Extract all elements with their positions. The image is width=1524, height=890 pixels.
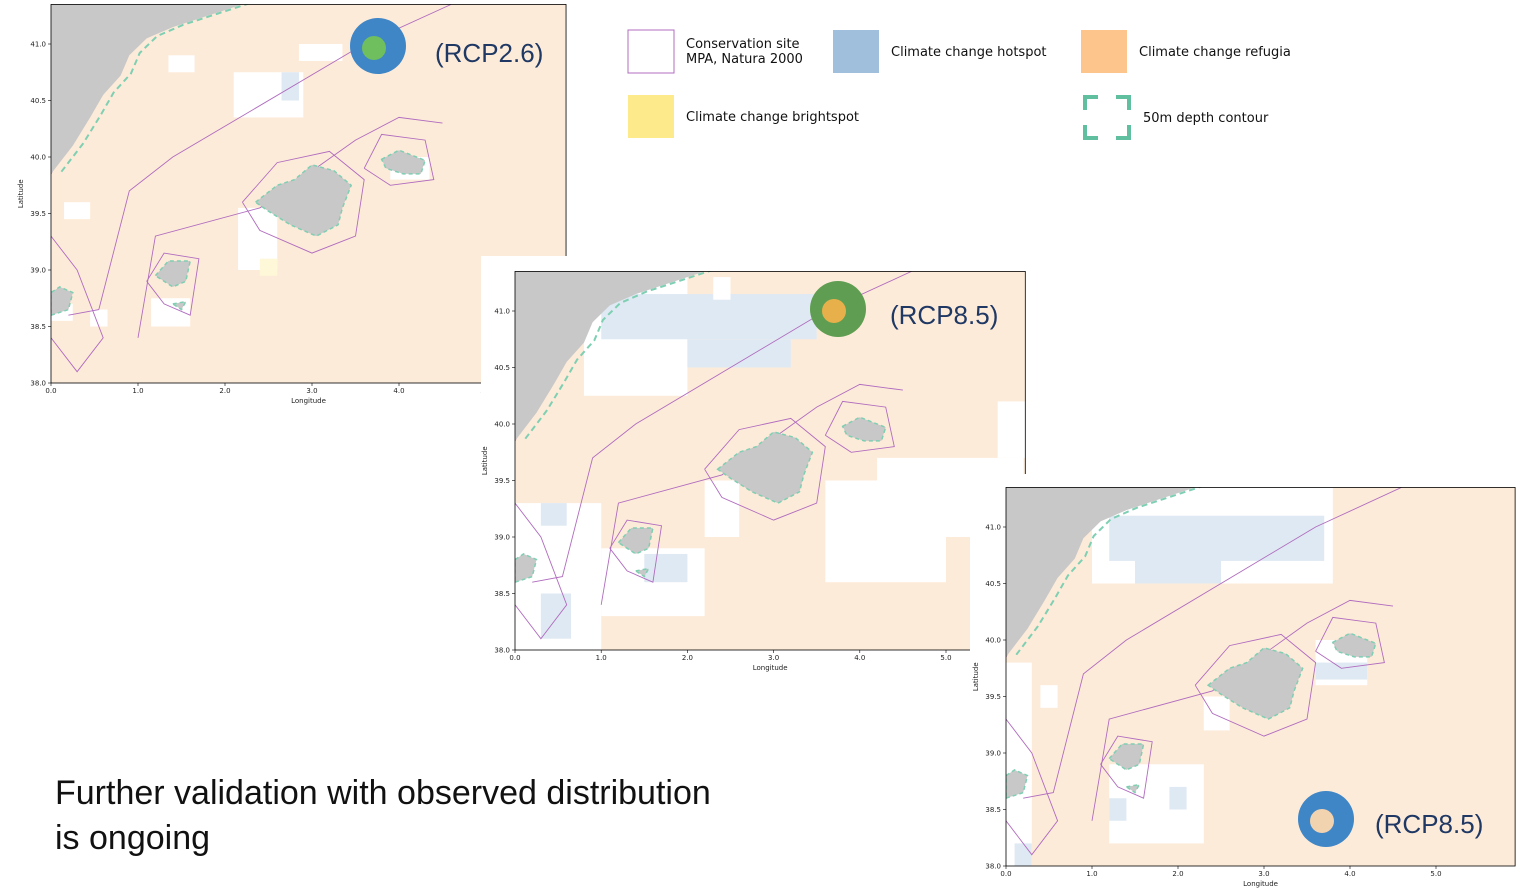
legend-label: Climate change refugia: [1139, 45, 1291, 60]
x-tick-label: 5.0: [940, 654, 951, 662]
y-tick-label: 39.5: [985, 693, 1001, 701]
x-tick-label: 3.0: [768, 654, 779, 662]
y-axis-label: Latitude: [17, 179, 25, 208]
y-tick-label: 40.5: [985, 580, 1001, 588]
y-axis-label: Latitude: [481, 446, 489, 475]
y-tick-label: 38.0: [30, 380, 46, 388]
x-tick-label: 4.0: [393, 387, 404, 395]
grid-cell: [1040, 685, 1057, 708]
y-tick-label: 39.0: [985, 750, 1001, 758]
x-tick-label: 1.0: [132, 387, 143, 395]
note: Further validation with observed distrib…: [55, 774, 711, 812]
legend-swatch: [1085, 97, 1129, 138]
grid-cell: [687, 339, 790, 367]
x-tick-label: 0.0: [45, 387, 56, 395]
scenario-label: (RCP8.5): [890, 300, 998, 330]
scenario-icon: [362, 36, 386, 60]
grid-cell: [260, 259, 277, 276]
y-tick-label: 38.5: [985, 806, 1001, 814]
x-tick-label: 4.0: [854, 654, 865, 662]
y-tick-label: 40.5: [494, 364, 510, 372]
y-tick-label: 39.0: [30, 267, 46, 275]
grid-cell: [541, 594, 571, 639]
legend-swatch: [833, 30, 879, 73]
grid-cell: [713, 277, 730, 300]
legend-label: Conservation site: [686, 37, 800, 52]
note: is ongoing: [55, 819, 210, 857]
x-tick-label: 2.0: [1172, 870, 1183, 878]
grid-cell: [541, 503, 567, 526]
grid-cell: [1316, 663, 1368, 680]
x-tick-label: 1.0: [1086, 870, 1097, 878]
y-tick-label: 41.0: [494, 308, 510, 316]
grid-cell: [1015, 843, 1032, 866]
legend-swatch: [1081, 30, 1127, 73]
grid-cell: [644, 554, 687, 582]
y-tick-label: 38.5: [30, 323, 46, 331]
grid-cell: [1006, 663, 1032, 866]
x-tick-label: 4.0: [1344, 870, 1355, 878]
legend-label: Climate change hotspot: [891, 45, 1047, 60]
x-axis-label: Longitude: [753, 664, 788, 672]
grid-cell: [1109, 798, 1126, 821]
x-tick-label: 2.0: [219, 387, 230, 395]
scenario-icon: [1310, 809, 1334, 833]
legend-swatch: [628, 30, 674, 73]
grid-cell: [998, 401, 1026, 458]
y-tick-label: 39.5: [30, 210, 46, 218]
y-tick-label: 38.0: [494, 647, 510, 655]
grid-cell: [1169, 787, 1186, 810]
y-axis-label: Latitude: [972, 662, 980, 691]
x-tick-label: 3.0: [1258, 870, 1269, 878]
y-tick-label: 38.5: [494, 590, 510, 598]
y-tick-label: 41.0: [985, 524, 1001, 532]
y-tick-label: 38.0: [985, 863, 1001, 871]
legend-swatch: [628, 95, 674, 138]
maps: 0.0 1.0 2.0 3.0 4.0 5.0 38.0 38.5 39.0 39.5 40.0 40…: [0, 0, 1524, 890]
slide: Conservation site MPA, Natura 2000 Clima…: [0, 0, 1524, 890]
grid-cell: [1135, 555, 1221, 583]
scenario-label: (RCP2.6): [435, 38, 543, 68]
grid-cell: [1204, 697, 1230, 731]
map: 0.0 1.0 2.0 3.0 4.0 5.0 38.0 38.5 39.0 39.5 40.0 40…: [481, 256, 1029, 676]
x-tick-label: 5.0: [1430, 870, 1441, 878]
x-tick-label: 3.0: [306, 387, 317, 395]
grid-cell: [90, 310, 107, 327]
y-tick-label: 39.5: [494, 477, 510, 485]
legend-label: MPA, Natura 2000: [686, 52, 803, 67]
x-tick-label: 0.0: [1000, 870, 1011, 878]
y-tick-label: 39.0: [494, 534, 510, 542]
y-tick-label: 40.0: [494, 421, 510, 429]
scenario-icon: [822, 299, 846, 323]
legend-label: 50m depth contour: [1143, 111, 1269, 126]
grid-cell: [601, 294, 817, 339]
grid-cell: [1109, 516, 1324, 561]
x-tick-label: 2.0: [682, 654, 693, 662]
y-tick-label: 40.5: [30, 97, 46, 105]
grid-cell: [705, 481, 739, 538]
y-tick-label: 40.0: [985, 637, 1001, 645]
legend-label: Climate change brightspot: [686, 110, 859, 125]
x-tick-label: 1.0: [596, 654, 607, 662]
grid-cell: [64, 202, 90, 219]
x-tick-label: 0.0: [509, 654, 520, 662]
x-axis-label: Longitude: [1243, 880, 1278, 888]
y-tick-label: 41.0: [30, 41, 46, 49]
map: 0.0 1.0 2.0 3.0 4.0 5.0 38.0 38.5 39.0 39.5 40.0 40…: [970, 474, 1524, 890]
scenario-label: (RCP8.5): [1375, 809, 1483, 839]
grid-cell: [282, 72, 299, 100]
grid-cell: [299, 44, 343, 61]
grid-cell: [168, 55, 194, 72]
x-axis-label: Longitude: [291, 397, 326, 405]
y-tick-label: 40.0: [30, 154, 46, 162]
